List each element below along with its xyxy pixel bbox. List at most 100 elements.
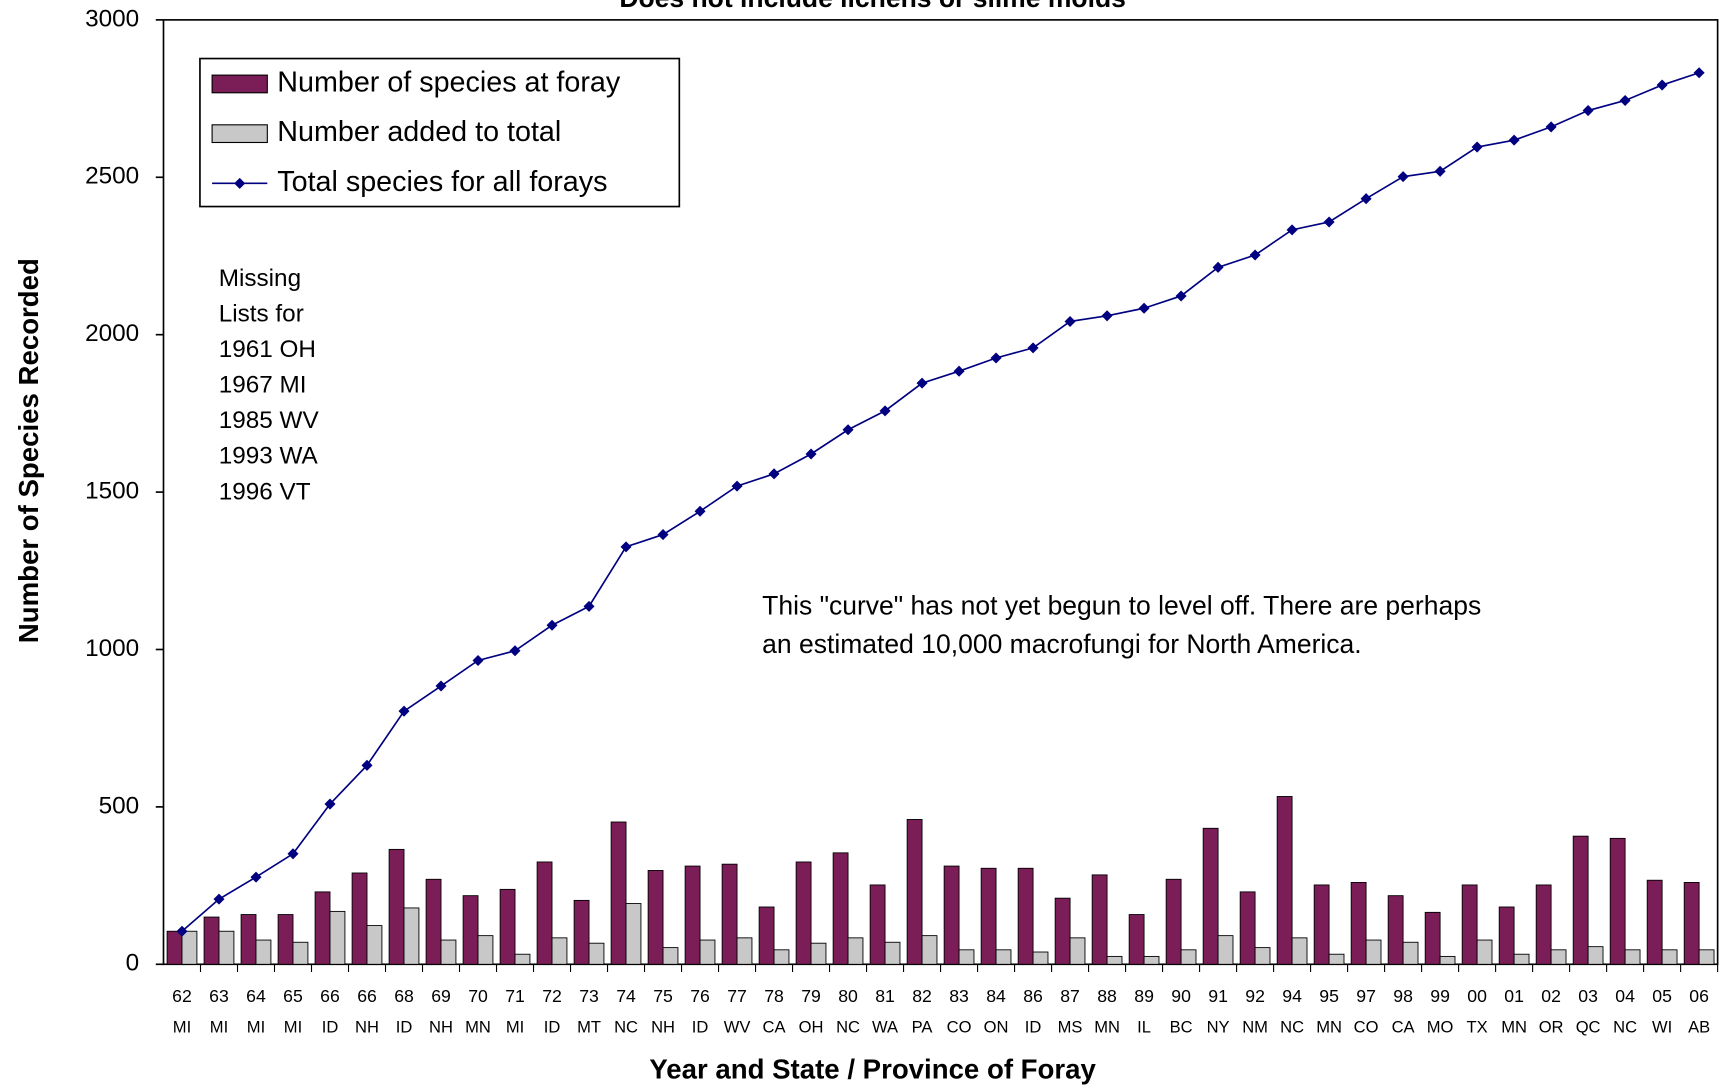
x-tick-label: 03: [1578, 986, 1598, 1006]
x-tick-label: 91: [1208, 986, 1228, 1006]
bar: [1476, 939, 1493, 965]
x-tick-label: 99: [1430, 986, 1450, 1006]
bar: [625, 903, 642, 965]
x-tick-label: 89: [1134, 986, 1154, 1006]
bar: [573, 899, 590, 965]
x-tick-label: NH: [651, 1018, 675, 1037]
x-tick-label: 63: [209, 986, 229, 1006]
x-tick-label: 98: [1393, 986, 1413, 1006]
x-tick-label: 92: [1245, 986, 1265, 1006]
x-tick-label: PA: [912, 1018, 933, 1037]
note: 1967 MI: [219, 372, 307, 399]
x-tick-label: MI: [506, 1018, 524, 1037]
line-marker: [768, 468, 780, 480]
bar: [403, 907, 420, 965]
x-tick-label: 01: [1504, 986, 1524, 1006]
note: 1993 WA: [219, 443, 319, 470]
x-tick-label: 05: [1652, 986, 1672, 1006]
bar: [166, 930, 183, 965]
y-tick-label: 3000: [85, 5, 139, 32]
bar: [958, 949, 975, 965]
bar: [1106, 955, 1123, 965]
chart-title: Does not include lichens or slime molds: [619, 0, 1126, 13]
bar: [462, 895, 479, 965]
bar: [1128, 914, 1145, 965]
bar: [884, 941, 901, 965]
line-marker: [583, 600, 595, 612]
bar: [1313, 884, 1330, 965]
line-marker: [176, 925, 188, 937]
bar: [551, 937, 568, 965]
x-tick-label: NH: [355, 1018, 379, 1037]
bar: [1587, 946, 1604, 965]
bar: [1424, 911, 1441, 965]
note: Lists for: [219, 300, 304, 327]
x-tick-label: 66: [320, 986, 340, 1006]
bar: [699, 939, 716, 965]
annotation: an estimated 10,000 macrofungi for North…: [762, 629, 1362, 659]
y-tick-label: 1500: [85, 478, 139, 505]
x-tick-label: CO: [1354, 1018, 1379, 1037]
line-marker: [472, 654, 484, 667]
line-marker: [1471, 141, 1483, 153]
x-tick-label: 95: [1319, 986, 1339, 1006]
bar: [255, 939, 272, 965]
line-marker: [1064, 315, 1076, 327]
x-tick-label: TX: [1467, 1018, 1488, 1037]
line-marker: [1434, 165, 1446, 177]
x-tick-label: NY: [1207, 1018, 1230, 1037]
x-tick-label: IL: [1137, 1018, 1151, 1037]
x-tick-label: ID: [544, 1018, 561, 1037]
x-tick-label: MI: [173, 1018, 191, 1037]
x-tick-label: 64: [246, 986, 266, 1006]
line-marker: [694, 505, 706, 517]
line-marker: [1212, 261, 1224, 273]
legend-label: Number added to total: [277, 116, 561, 148]
x-tick-label: 02: [1541, 986, 1561, 1006]
x-tick-label: NC: [836, 1018, 860, 1037]
bar: [388, 848, 405, 965]
bar: [943, 865, 960, 965]
bar: [1698, 949, 1715, 965]
bar: [440, 939, 457, 965]
line-marker: [1582, 105, 1594, 117]
x-tick-label: 00: [1467, 986, 1487, 1006]
x-tick-label: 90: [1171, 986, 1191, 1006]
bar: [810, 942, 827, 965]
x-tick-label: MS: [1058, 1018, 1083, 1037]
bar: [795, 861, 812, 965]
y-tick-label: 2000: [85, 320, 139, 347]
bar: [1276, 796, 1293, 965]
x-tick-label: 77: [727, 986, 747, 1006]
line-marker: [805, 448, 817, 460]
x-tick-label: 74: [616, 986, 636, 1006]
bar: [1683, 881, 1700, 965]
x-tick-label: MN: [1094, 1018, 1120, 1037]
bar: [980, 867, 997, 965]
bar: [314, 891, 331, 965]
x-tick-label: 88: [1097, 986, 1117, 1006]
x-tick-label: MN: [1501, 1018, 1527, 1037]
bar: [684, 865, 701, 965]
bar: [662, 947, 679, 965]
x-tick-label: 82: [912, 986, 932, 1006]
x-tick-label: BC: [1170, 1018, 1193, 1037]
x-tick-label: NH: [429, 1018, 453, 1037]
bar: [832, 852, 849, 965]
x-tick-label: 80: [838, 986, 858, 1006]
x-axis-label: Year and State / Province of Foray: [649, 1054, 1096, 1085]
x-tick-label: 68: [394, 986, 414, 1006]
x-tick-label: MN: [465, 1018, 491, 1037]
note: 1996 VT: [219, 478, 311, 505]
line-marker: [1286, 224, 1298, 236]
bar: [1143, 955, 1160, 965]
y-tick-label: 1000: [85, 635, 139, 662]
bar: [1091, 874, 1108, 965]
x-tick-label: ID: [692, 1018, 709, 1037]
x-tick-label: CA: [763, 1018, 786, 1037]
bar: [1661, 949, 1678, 965]
y-tick-label: 2500: [85, 163, 139, 190]
legend-label: Total species for all forays: [277, 166, 607, 198]
x-tick-label: 83: [949, 986, 969, 1006]
line-marker: [1101, 310, 1113, 322]
